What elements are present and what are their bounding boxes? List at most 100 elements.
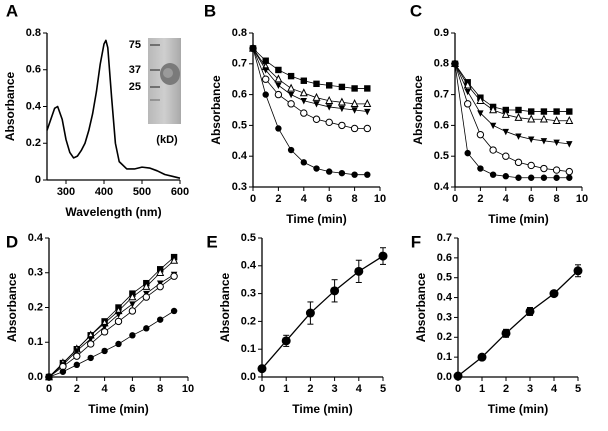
- marker: [351, 85, 358, 92]
- marker: [565, 115, 574, 124]
- marker: [502, 128, 509, 136]
- marker: [525, 306, 535, 316]
- y-tick-label: 0.1: [241, 343, 256, 355]
- y-tick-label: 0.8: [26, 27, 41, 39]
- y-tick-label: 0.9: [434, 27, 449, 39]
- marker: [300, 77, 307, 84]
- fit-line: [48, 274, 175, 378]
- marker: [464, 149, 471, 157]
- gel-inset: [148, 38, 181, 124]
- y-tick-label: 0.6: [232, 89, 247, 101]
- marker: [463, 80, 472, 89]
- marker: [325, 118, 333, 127]
- marker: [257, 364, 267, 374]
- marker: [338, 169, 346, 177]
- marker: [326, 168, 333, 175]
- marker: [275, 125, 282, 132]
- y-tick-label: 0.8: [434, 58, 449, 70]
- marker: [300, 98, 307, 105]
- marker: [477, 110, 484, 117]
- marker: [305, 308, 315, 318]
- marker: [501, 109, 510, 118]
- marker: [453, 371, 463, 381]
- marker: [287, 146, 295, 154]
- marker: [170, 255, 179, 264]
- fit-line: [261, 255, 384, 370]
- marker: [330, 286, 340, 296]
- marker: [73, 348, 80, 355]
- y-tick-label: 0.2: [26, 137, 41, 149]
- marker: [128, 307, 137, 315]
- marker: [338, 83, 346, 91]
- marker: [338, 105, 346, 113]
- x-tick-label: 6: [528, 193, 534, 205]
- panel-label: B: [204, 1, 216, 20]
- inset-label: (kD): [156, 134, 178, 146]
- x-tick-label: 2: [503, 383, 509, 395]
- marker: [129, 332, 136, 339]
- marker: [514, 112, 523, 121]
- marker: [364, 171, 371, 178]
- x-tick-label: 6: [129, 383, 135, 395]
- marker: [514, 158, 523, 167]
- marker: [573, 266, 583, 276]
- x-tick-label: 0: [259, 383, 265, 395]
- y-tick-label: 0.7: [232, 58, 247, 70]
- marker: [287, 91, 295, 99]
- panel-label: A: [6, 1, 18, 20]
- x-tick-label: 4: [301, 193, 308, 205]
- marker: [101, 347, 108, 355]
- x-tick-label: 2: [74, 383, 80, 395]
- x-axis-label: Time (min): [488, 212, 548, 226]
- x-tick-label: 10: [576, 193, 588, 205]
- marker: [363, 99, 372, 108]
- x-tick-label: 3: [527, 383, 533, 395]
- y-tick-label: 0.4: [241, 260, 257, 272]
- x-axis-label: Time (min): [286, 212, 346, 226]
- marker: [312, 92, 321, 101]
- marker: [552, 166, 561, 174]
- marker: [528, 108, 535, 115]
- marker: [262, 91, 269, 98]
- marker: [502, 173, 509, 180]
- marker: [326, 104, 333, 111]
- marker: [129, 301, 136, 308]
- marker: [553, 139, 560, 147]
- x-axis-label: Time (min): [88, 402, 148, 416]
- y-tick-label: 0.4: [437, 291, 453, 303]
- fit-line: [454, 63, 570, 112]
- marker: [142, 293, 151, 301]
- x-tick-label: 4: [503, 193, 510, 205]
- y-tick-label: 0.5: [232, 119, 247, 131]
- fit-line: [48, 260, 175, 378]
- marker: [515, 106, 522, 114]
- marker: [464, 100, 472, 108]
- marker: [59, 368, 67, 375]
- x-tick-label: 2: [307, 383, 313, 395]
- marker: [338, 121, 346, 130]
- y-axis-label: Absorbance: [411, 75, 425, 145]
- y-tick-label: 0.4: [26, 100, 42, 112]
- marker: [143, 325, 150, 332]
- y-axis-label: Absorbance: [209, 75, 223, 145]
- fit-line: [252, 48, 368, 105]
- x-axis-label: Time (min): [292, 402, 352, 416]
- x-tick-label: 1: [283, 383, 289, 395]
- spectrum-line: [46, 39, 181, 179]
- marker: [45, 373, 53, 381]
- marker: [540, 164, 548, 173]
- marker: [157, 316, 164, 323]
- marker: [476, 130, 485, 139]
- marker: [528, 136, 535, 143]
- x-tick-label: 8: [554, 193, 560, 205]
- x-tick-label: 4: [102, 383, 109, 395]
- marker: [552, 115, 561, 124]
- x-axis-label: Wavelength (nm): [65, 205, 161, 219]
- marker: [337, 97, 346, 106]
- y-tick-label: 0.5: [434, 150, 449, 162]
- x-tick-label: 8: [157, 383, 163, 395]
- x-tick-label: 4: [356, 383, 363, 395]
- y-tick-label: 0.7: [434, 89, 449, 101]
- marker: [100, 328, 109, 336]
- inset-label: 37: [129, 64, 141, 76]
